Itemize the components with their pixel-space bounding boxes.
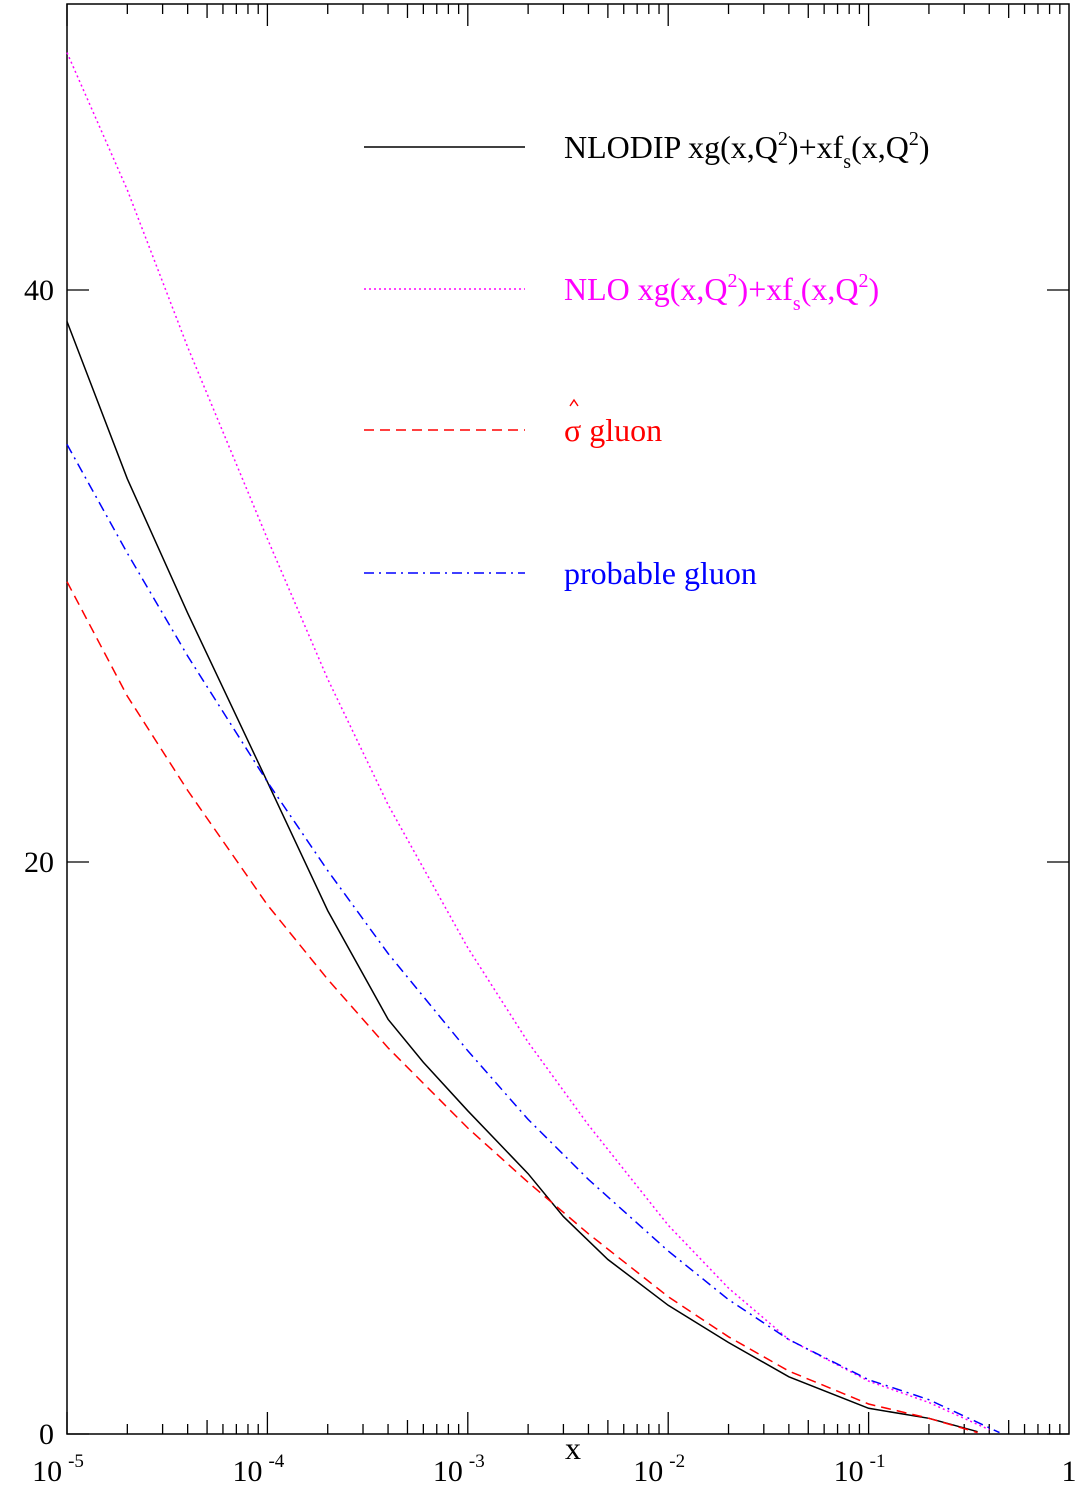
legend-label: σ gluon [564,412,662,448]
plot-frame [66,3,1070,1435]
x-tick-label: 1 [1062,1455,1077,1488]
tick-labels: 0 20 40 10 -5 10 -4 10 -3 10 -2 10 -1 1 [24,274,1077,1488]
y-tick-label: 0 [39,1418,54,1451]
axis-ticks [66,4,1069,1435]
x-tick-label: 10 -3 [433,1451,485,1488]
series-line-3 [66,581,978,1434]
x-tick-label: 10 -5 [32,1451,84,1488]
x-tick-label: 10 -4 [232,1451,284,1488]
x-axis-label: x [565,1430,581,1466]
y-tick-label: 20 [24,846,54,879]
hat-accent [569,398,579,407]
series-line-2 [66,52,990,1431]
legend-label: NLODIP xg(x,Q2)+xfs(x,Q2) [564,128,929,173]
series-line-4 [66,444,1000,1434]
y-tick-label: 40 [24,274,54,307]
x-tick-label: 10 -2 [633,1451,685,1488]
legend-label: probable gluon [564,555,757,591]
series-line-1 [66,321,978,1433]
series-lines [66,52,1000,1434]
legend: NLODIP xg(x,Q2)+xfs(x,Q2) NLO xg(x,Q2)+xf… [364,128,929,591]
x-tick-label: 10 -1 [834,1451,886,1488]
legend-label: NLO xg(x,Q2)+xfs(x,Q2) [564,270,879,315]
